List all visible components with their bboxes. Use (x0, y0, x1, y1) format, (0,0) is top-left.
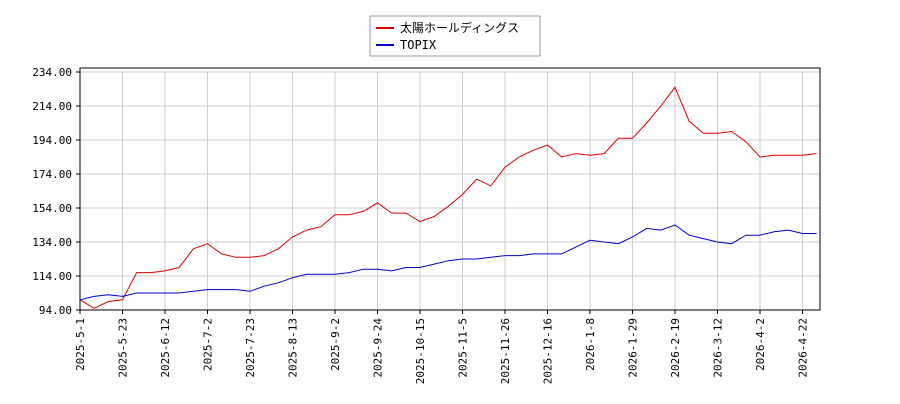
x-tick-label: 2026-4-22 (797, 318, 810, 378)
y-tick-label: 174.00 (32, 168, 72, 181)
x-tick-label: 2026-1-8 (584, 318, 597, 371)
x-tick-label: 2025-12-16 (542, 318, 555, 384)
x-tick-label: 2025-8-13 (287, 318, 300, 378)
x-tick-label: 2025-11-26 (499, 318, 512, 384)
x-tick-label: 2025-7-23 (244, 318, 257, 378)
legend-label: 太陽ホールディングス (400, 20, 519, 35)
y-tick-label: 214.00 (32, 100, 72, 113)
y-tick-label: 234.00 (32, 66, 72, 79)
x-tick-label: 2026-1-29 (627, 318, 640, 378)
x-tick-label: 2025-6-12 (159, 318, 172, 378)
x-tick-label: 2025-7-2 (202, 318, 215, 371)
plot-frame (79, 67, 821, 311)
x-tick-label: 2025-11-5 (457, 318, 470, 378)
line-series (79, 224, 817, 301)
x-tick-label: 2025-5-1 (74, 318, 87, 371)
x-tick-label: 2025-9-24 (372, 318, 385, 378)
x-tick-label: 2025-10-15 (414, 318, 427, 384)
x-tick-label: 2026-3-12 (712, 318, 725, 378)
legend-box (369, 15, 541, 57)
y-tick-label: 134.00 (32, 236, 72, 249)
legend-label: TOPIX (400, 38, 437, 52)
x-tick-label: 2025-9-2 (329, 318, 342, 371)
y-tick-label: 154.00 (32, 202, 72, 215)
y-tick-label: 114.00 (32, 270, 72, 283)
y-tick-label: 194.00 (32, 134, 72, 147)
line-series (79, 86, 817, 309)
y-tick-label: 94.00 (39, 304, 72, 317)
x-tick-label: 2026-2-19 (669, 318, 682, 378)
x-tick-label: 2025-5-23 (117, 318, 130, 378)
x-tick-label: 2026-4-2 (754, 318, 767, 371)
